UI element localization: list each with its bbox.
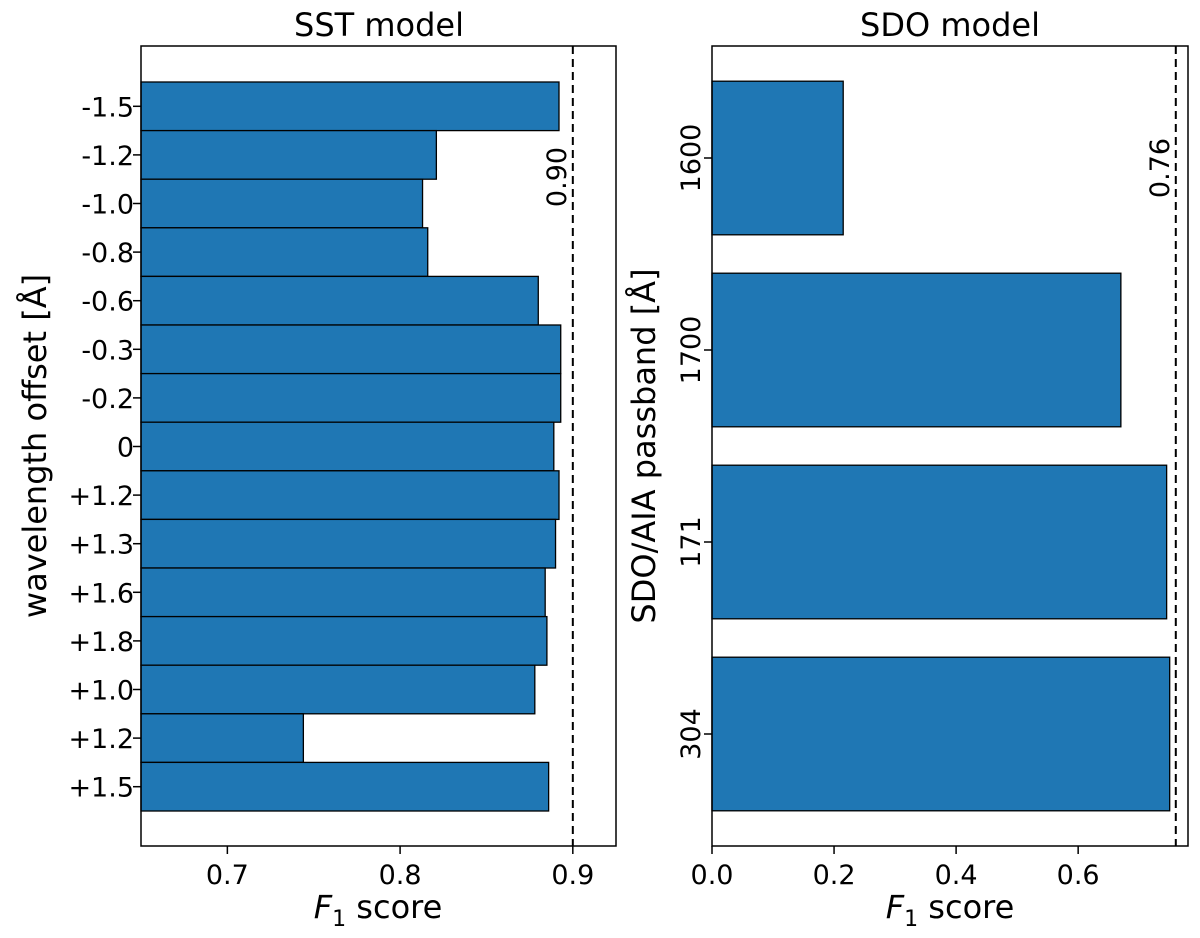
sst-title: SST model: [294, 6, 464, 44]
sdo-bar: [711, 272, 1122, 428]
sdo-x-label-f: F: [886, 888, 905, 926]
sst-bar: [140, 713, 305, 764]
sst-x-tick-label: 0.7: [206, 860, 249, 891]
sst-bar: [140, 81, 560, 132]
sdo-reference: 0.76: [1145, 46, 1177, 846]
sst-bar: [140, 518, 557, 569]
sst-bar: [140, 372, 562, 423]
sst-bar: [140, 567, 546, 618]
sdo-x-label-sub: 1: [904, 907, 918, 932]
sdo-bar: [711, 656, 1171, 812]
sst-y-tick-label: +1.0: [68, 676, 134, 707]
sst-y-tick-label: -1.2: [81, 141, 134, 172]
sst-axes-frame: [140, 45, 617, 847]
sdo-panel: SDO model 1600 1700 171 304 0.0 0.2 0.4 0.6 0.…: [625, 6, 1189, 932]
sst-y-tick-label: +1.2: [68, 724, 134, 755]
sst-y-tick-label: -0.3: [81, 335, 134, 366]
sdo-bars: [711, 80, 1171, 812]
sst-x-label-f: F: [314, 888, 333, 926]
sdo-y-tick-label: 1600: [676, 124, 707, 193]
sdo-y-axis-label: SDO/AIA passband [Å]: [625, 268, 663, 623]
sst-bar: [140, 664, 536, 715]
sst-y-axis-label: wavelength offset [Å]: [16, 274, 54, 618]
sdo-x-axis-label: F1 score: [886, 888, 1015, 932]
sst-y-tick-label: +1.3: [68, 530, 134, 561]
sdo-title: SDO model: [860, 6, 1040, 44]
sdo-bar: [711, 464, 1168, 620]
sdo-x-tick-label: 0.4: [935, 860, 978, 891]
sst-bar: [140, 324, 562, 375]
sdo-x-ticks: 0.0 0.2 0.4 0.6: [691, 846, 1100, 891]
sdo-x-tick-label: 0.2: [813, 860, 856, 891]
sdo-x-label-suffix: score: [918, 888, 1014, 926]
sst-y-ticks: -1.5 -1.2 -1.0 -0.8 -0.6 -0.3 -0.2 0 +1.2 +1.3 +1.…: [68, 92, 141, 804]
sst-bar: [140, 275, 539, 326]
sdo-bar: [711, 80, 844, 236]
sst-y-tick-label: -0.8: [81, 238, 134, 269]
sst-bar: [140, 178, 424, 229]
sst-y-tick-label: -1.0: [81, 190, 134, 221]
sdo-y-tick-label: 304: [676, 708, 707, 760]
sst-bar: [140, 470, 560, 521]
sdo-y-ticks: 1600 1700 171 304: [676, 124, 712, 760]
sdo-x-tick-label: 0.6: [1057, 860, 1100, 891]
sst-y-tick-label: -0.6: [81, 287, 134, 318]
sst-x-axis-label: F1 score: [314, 888, 443, 932]
sst-y-tick-label: +1.6: [68, 578, 134, 609]
sst-y-tick-label: 0: [117, 433, 134, 464]
sst-y-tick-label: -1.5: [81, 92, 134, 123]
sdo-y-tick-label: 1700: [676, 316, 707, 385]
sst-bar: [140, 421, 555, 472]
sst-y-tick-label: +1.5: [68, 773, 134, 804]
sst-x-tick-label: 0.9: [551, 860, 594, 891]
sdo-x-tick-label: 0.0: [691, 860, 734, 891]
sst-x-tick-label: 0.8: [379, 860, 422, 891]
sdo-reference-label: 0.76: [1145, 138, 1176, 198]
sst-x-ticks: 0.7 0.8 0.9: [206, 846, 594, 891]
sst-bar: [140, 761, 550, 812]
sst-y-tick-label: -0.2: [81, 384, 134, 415]
sst-x-label-sub: 1: [332, 907, 346, 932]
sst-bar: [140, 129, 438, 180]
sst-bar: [140, 227, 429, 278]
sst-y-tick-label: +1.8: [68, 627, 134, 658]
sst-reference: 0.90: [542, 46, 574, 846]
sst-bar: [140, 615, 548, 666]
sst-x-label-suffix: score: [346, 888, 442, 926]
sdo-axes-frame: [711, 45, 1189, 847]
sst-reference-label: 0.90: [542, 147, 573, 207]
sst-y-tick-label: +1.2: [68, 481, 134, 512]
sst-bars: [140, 81, 562, 812]
sst-panel: SST model -1.5 -1.2 -1.0 -0.8 -0.6 -0.3 -0.2 0 +…: [16, 6, 617, 932]
sdo-y-tick-label: 171: [676, 516, 707, 568]
